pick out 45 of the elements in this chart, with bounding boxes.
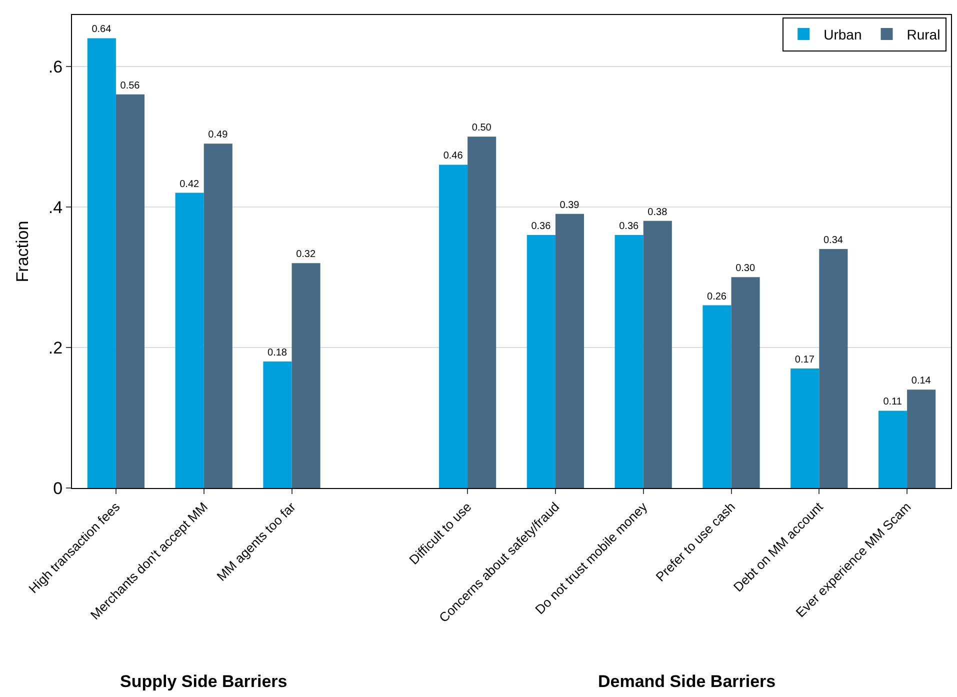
data-label: 0.32	[296, 249, 316, 260]
bar	[87, 38, 116, 488]
data-label: 0.42	[180, 178, 200, 190]
bar	[643, 220, 672, 488]
data-label: 0.39	[560, 200, 580, 211]
data-label: 0.11	[883, 396, 902, 408]
data-label: 0.64	[92, 24, 112, 36]
bar	[790, 368, 820, 488]
legend-label: Rural	[906, 26, 940, 42]
data-label: 0.46	[443, 150, 464, 162]
bar	[116, 94, 145, 488]
bar	[204, 144, 232, 488]
bar	[614, 234, 644, 488]
bar	[878, 410, 908, 488]
y-axis-title: Fraction	[13, 220, 32, 282]
bar	[731, 277, 760, 488]
bar	[438, 164, 468, 488]
bar	[702, 305, 732, 488]
y-tick-label: 0	[53, 478, 63, 498]
bar	[468, 136, 496, 488]
data-label: 0.18	[268, 347, 288, 358]
data-label: 0.36	[619, 220, 640, 232]
bar	[292, 263, 320, 488]
bar	[526, 234, 556, 488]
data-label: 0.26	[707, 291, 727, 302]
y-tick-label: .2	[48, 338, 63, 358]
y-tick-label: .6	[48, 57, 63, 76]
bar	[555, 214, 584, 488]
bar	[819, 249, 848, 488]
data-label: 0.50	[472, 122, 492, 134]
data-label: 0.30	[736, 263, 756, 274]
data-label: 0.56	[120, 80, 140, 92]
bar	[175, 192, 204, 488]
data-label: 0.17	[794, 354, 815, 366]
bar	[263, 361, 292, 488]
text: Demand Side Barriers	[598, 672, 776, 691]
text: Supply Side Barriers	[120, 672, 288, 691]
data-label: 0.36	[531, 220, 552, 232]
data-label: 0.49	[208, 130, 228, 141]
data-label: 0.38	[648, 206, 668, 218]
legend-label: Urban	[824, 26, 862, 42]
data-label: 0.34	[823, 235, 844, 246]
y-tick-label: .4	[48, 198, 63, 217]
data-label: 0.14	[911, 376, 932, 387]
bar	[907, 390, 936, 488]
